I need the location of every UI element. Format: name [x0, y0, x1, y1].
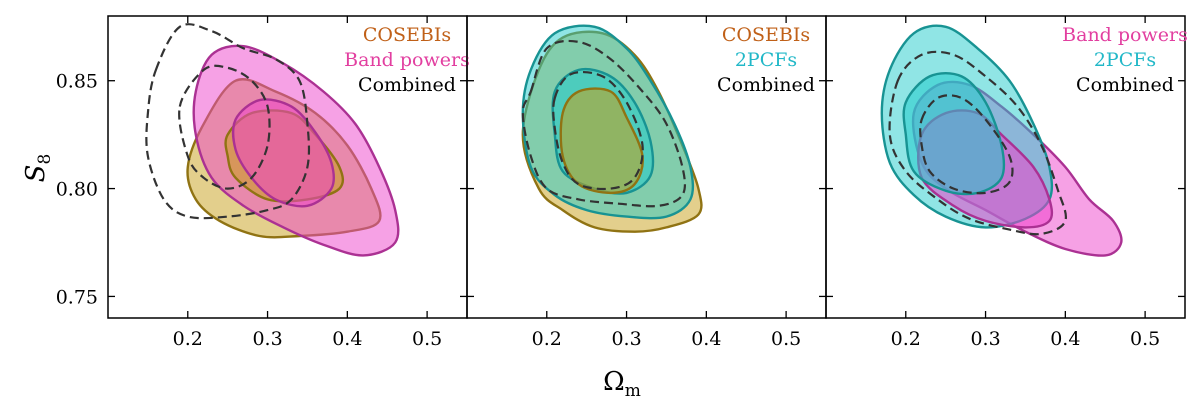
panel-1: 0.2 0.3 0.4 0.5 0.75 0.80 0.85 COSEBIs Band powe…: [56, 15, 470, 350]
legend-combined-panel-2: Combined: [717, 74, 815, 96]
x-tick-label-0.2-panel-3: 0.2: [891, 328, 921, 350]
y-tick-label-0.80: 0.80: [56, 179, 98, 201]
legend-cosebis-panel-2: COSEBIs: [722, 24, 810, 46]
x-axis-title: Ωm: [603, 367, 641, 401]
panel-2: 0.2 0.3 0.4 0.5 COSEBIs 2PCFs Combined: [466, 15, 827, 350]
y-axis-title: S8: [21, 154, 55, 183]
legend-bandpowers-panel-3: Band powers: [1062, 24, 1188, 46]
x-tick-label-0.2-panel-2: 0.2: [532, 328, 562, 350]
x-tick-label-0.4-panel-1: 0.4: [332, 328, 362, 350]
x-tick-label-0.3-panel-2: 0.3: [611, 328, 641, 350]
contour-twopcfs-68-panel-3: [902, 71, 1006, 196]
contour-combined-68-panel-3: [919, 94, 1014, 195]
x-tick-label-0.4-panel-3: 0.4: [1050, 328, 1080, 350]
panel-3: 0.2 0.3 0.4 0.5 Band powers 2PCFs Combined: [825, 15, 1188, 350]
y-axis-title-sub: 8: [35, 154, 55, 165]
x-axis-title-main: Ω: [603, 367, 625, 397]
x-tick-label-0.4-panel-2: 0.4: [691, 328, 721, 350]
y-axis-title-main: S: [21, 165, 51, 183]
y-tick-label-0.75: 0.75: [56, 286, 98, 308]
legend-cosebis-panel-1: COSEBIs: [363, 24, 451, 46]
x-tick-label-0.5-panel-1: 0.5: [412, 328, 442, 350]
panel-frame-3: [825, 15, 1186, 319]
contour-combined-95-panel-1: [145, 23, 311, 220]
y-tick-label-0.85: 0.85: [56, 71, 98, 93]
contour-combined-95-panel-2: [521, 39, 687, 208]
contour-combined-68-panel-1: [178, 64, 271, 190]
x-tick-label-0.3-panel-3: 0.3: [970, 328, 1000, 350]
legend-bandpowers-panel-1: Band powers: [344, 49, 470, 71]
x-axis-title-sub: m: [625, 381, 641, 401]
contour-combined-68-panel-2: [552, 70, 644, 191]
x-tick-label-0.5-panel-2: 0.5: [771, 328, 801, 350]
legend-combined-panel-3: Combined: [1076, 74, 1174, 96]
panels-layer: 0.2 0.3 0.4 0.5 0.75 0.80 0.85 COSEBIs Band powe…: [56, 15, 1188, 350]
x-tick-label-0.3-panel-1: 0.3: [252, 328, 282, 350]
x-tick-label-0.2-panel-1: 0.2: [173, 328, 203, 350]
legend-twopcfs-panel-3: 2PCFs: [1094, 49, 1156, 71]
x-tick-label-0.5-panel-3: 0.5: [1130, 328, 1160, 350]
legend-combined-panel-1: Combined: [358, 74, 456, 96]
contour-cosebis-68-panel-2: [559, 87, 644, 195]
legend-twopcfs-panel-2: 2PCFs: [735, 49, 797, 71]
